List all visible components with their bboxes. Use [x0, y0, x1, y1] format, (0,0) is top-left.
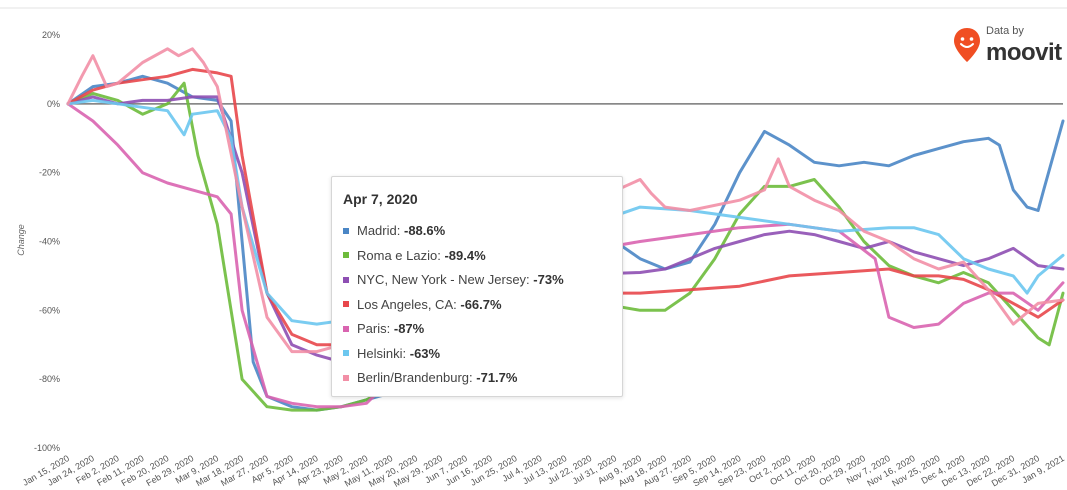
tooltip-value: -63%: [409, 345, 441, 361]
series-line-madrid[interactable]: [66, 74, 1065, 412]
legend-swatch: [343, 325, 349, 332]
tooltip-row-berlin: Berlin/Brandenburg: -71.7%: [343, 366, 612, 391]
y-tick-label: 20%: [42, 30, 60, 40]
tooltip-row-roma: Roma e Lazio: -89.4%: [343, 244, 612, 269]
legend-swatch: [343, 276, 349, 283]
tooltip-date: Apr 7, 2020: [343, 191, 418, 207]
tooltip-label: Roma e Lazio:: [357, 247, 441, 263]
tooltip-row-helsinki: Helsinki: -63%: [343, 342, 612, 367]
y-tick-label: -100%: [34, 443, 60, 453]
tooltip-value: -73%: [533, 272, 564, 287]
tooltip-value: -71.7%: [476, 370, 518, 385]
tooltip-label: Madrid:: [357, 223, 401, 238]
series-line-nyc-new-york-new-jersey[interactable]: [66, 95, 1065, 364]
tooltip-value: -66.7%: [460, 296, 502, 312]
legend-swatch: [343, 252, 349, 259]
y-tick-label: 0%: [47, 99, 60, 109]
y-tick-label: -40%: [39, 237, 60, 247]
tooltip-row-los-angeles: Los Angeles, CA: -66.7%: [343, 293, 612, 318]
tooltip-label: Berlin/Brandenburg:: [357, 370, 473, 385]
tooltip-label: Los Angeles, CA:: [357, 296, 457, 312]
series-line-roma-e-lazio[interactable]: [66, 81, 1065, 412]
moovit-logo-icon: [954, 28, 980, 62]
y-tick-label: -60%: [39, 305, 60, 315]
legend-swatch: [343, 301, 349, 308]
brand-name: moovit: [986, 39, 1062, 66]
legend-swatch: [343, 374, 349, 381]
moovit-brand: Data by moovit: [952, 22, 1062, 72]
tooltip-row-madrid: Madrid: -88.6%: [343, 219, 612, 244]
tooltip-label: Paris:: [357, 321, 391, 336]
y-axis-label: Change: [16, 224, 26, 256]
y-tick-label: -20%: [39, 168, 60, 178]
brand-prefix: Data by: [986, 25, 1024, 37]
y-tick-label: -80%: [39, 374, 60, 384]
tooltip-row-nyc: NYC, New York - New Jersey: -73%: [343, 268, 612, 293]
y-axis-ticks: 20% 0% -20% -40% -60% -80% -100%: [34, 30, 60, 453]
legend-swatch: [343, 227, 349, 234]
chart-tooltip: Apr 7, 2020 Madrid: -88.6% Roma e Lazio:…: [331, 176, 623, 397]
tooltip-label: NYC, New York - New Jersey:: [357, 272, 530, 287]
legend-swatch: [343, 350, 349, 357]
tooltip-value: -89.4%: [444, 247, 486, 263]
tooltip-value: -87%: [393, 321, 425, 336]
tooltip-value: -88.6%: [403, 223, 446, 238]
tooltip-label: Helsinki:: [357, 345, 407, 361]
tooltip-row-paris: Paris: -87%: [343, 317, 612, 342]
